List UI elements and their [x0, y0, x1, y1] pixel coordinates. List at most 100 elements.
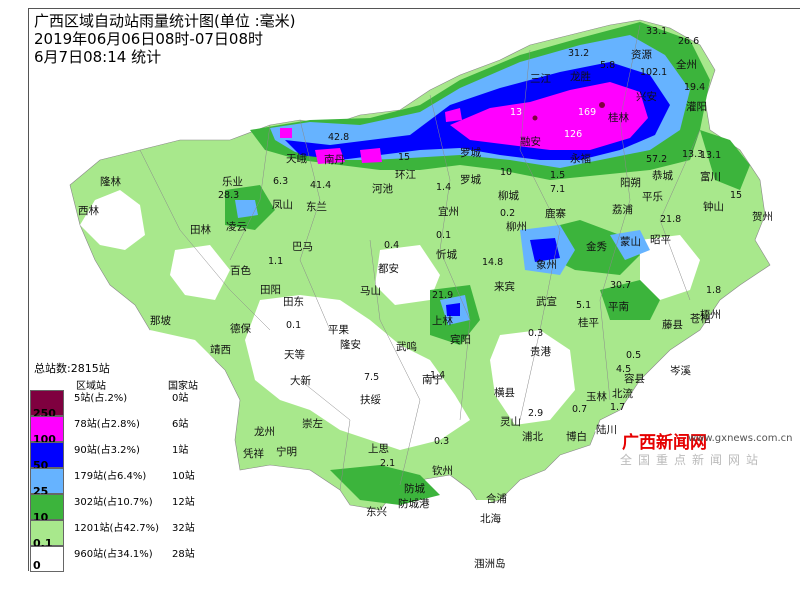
city-label: 上林 — [432, 314, 453, 327]
legend-national: 10站 — [172, 471, 195, 482]
city-label: 天等 — [284, 348, 305, 361]
legend-level: 10 — [33, 511, 49, 524]
city-label: 宁明 — [276, 445, 297, 458]
city-label: 灌阳 — [686, 101, 707, 113]
city-label: 钟山 — [703, 200, 724, 213]
city-label: 田阳 — [260, 284, 281, 296]
station-value: 15 — [398, 152, 410, 163]
legend-level: 0.1 — [33, 537, 53, 550]
station-value: 4.5 — [616, 364, 631, 375]
city-label: 北流 — [612, 387, 633, 400]
city-label: 乐业 — [222, 176, 243, 188]
city-label: 灵山 — [500, 416, 521, 428]
legend-national: 32站 — [172, 523, 195, 534]
city-label: 防城 — [404, 482, 425, 495]
legend-region: 1201站(占42.7%) — [74, 523, 160, 534]
station-value: 10 — [500, 167, 512, 178]
city-label: 扶绥 — [360, 393, 381, 406]
legend-total: 总站数:2815站 — [34, 362, 110, 375]
station-value: 0.1 — [286, 320, 301, 331]
legend-swatch — [30, 442, 64, 468]
city-label: 凤山 — [272, 199, 293, 211]
legend-region: 78站(占2.8%) — [74, 419, 140, 430]
station-value: 0.3 — [434, 436, 449, 447]
city-label: 陆川 — [596, 423, 617, 436]
city-label: 昭平 — [650, 234, 671, 246]
city-label: 南宁 — [422, 373, 443, 386]
no-rain-areas — [80, 190, 700, 525]
legend-col-national: 国家站 — [168, 381, 198, 392]
city-label: 贺州 — [752, 211, 773, 223]
station-value: 13 — [510, 107, 522, 118]
watermark-url: www.gxnews.com.cn — [688, 433, 793, 444]
city-label: 大新 — [290, 374, 311, 387]
legend-region: 90站(占3.2%) — [74, 445, 140, 456]
station-value: 1.1 — [268, 256, 283, 267]
station-value: 0.4 — [384, 240, 399, 251]
station-value: 0.7 — [572, 404, 587, 415]
city-label: 田东 — [283, 295, 304, 308]
city-label: 崇左 — [302, 417, 323, 430]
station-value: 1.4 — [436, 182, 451, 193]
city-label: 阳朔 — [620, 176, 641, 189]
city-label: 荔浦 — [612, 203, 633, 216]
station-value: 21.8 — [660, 214, 681, 225]
city-label: 天峨 — [286, 153, 307, 165]
city-label: 贵港 — [530, 345, 551, 358]
city-label: 东兴 — [366, 505, 387, 518]
legend-swatch — [30, 546, 64, 572]
city-label: 永福 — [570, 152, 591, 165]
city-label: 平果 — [328, 324, 349, 336]
rain-over-250 — [532, 102, 605, 121]
city-label: 玉林 — [586, 390, 607, 403]
station-value: 7.5 — [364, 372, 379, 383]
legend-national: 12站 — [172, 497, 195, 508]
station-value: 5.1 — [576, 300, 591, 311]
city-label: 横县 — [494, 386, 515, 399]
legend-swatch — [30, 390, 64, 416]
station-value: 2.1 — [380, 458, 395, 469]
title-line-2: 2019年06月06日08时-07日08时 — [34, 30, 264, 48]
legend-region: 960站(占34.1%) — [74, 549, 153, 560]
city-label: 蒙山 — [620, 235, 641, 248]
city-label: 梧州 — [700, 308, 721, 321]
city-label: 藤县 — [662, 319, 683, 331]
rain-100-250 — [280, 82, 648, 164]
city-label: 马山 — [360, 285, 381, 297]
city-label: 武宣 — [536, 295, 557, 308]
city-label: 环江 — [395, 169, 416, 181]
city-label: 西林 — [78, 204, 99, 217]
station-value: 42.8 — [328, 132, 349, 143]
city-label: 柳州 — [506, 220, 527, 233]
county-borders — [139, 24, 701, 491]
city-label: 上思 — [368, 443, 389, 455]
station-value: 5.8 — [600, 60, 615, 71]
city-label: 凌云 — [226, 220, 247, 233]
watermark-brand: 广西新闻网 — [622, 433, 707, 453]
station-value: 14.8 — [482, 257, 503, 268]
city-label: 资源 — [631, 48, 652, 61]
city-label: 宾阳 — [450, 333, 471, 346]
station-value: 0.2 — [500, 208, 515, 219]
city-label: 全州 — [676, 58, 697, 71]
city-label: 象州 — [536, 259, 557, 271]
watermark-slogan: 全国重点新闻网站 — [620, 453, 765, 467]
city-label: 隆林 — [100, 175, 121, 188]
city-label: 三江 — [530, 73, 551, 85]
station-value: 6.3 — [273, 176, 288, 187]
city-label: 靖西 — [210, 343, 231, 356]
legend-region: 5站(占.2%) — [74, 393, 128, 404]
city-label: 巴马 — [292, 241, 313, 253]
legend-swatch — [30, 468, 64, 494]
station-value: 0.3 — [528, 328, 543, 339]
station-value: 1.5 — [550, 170, 565, 181]
map-title: 广西区域自动站雨量统计图(单位 :毫米) 2019年06月06日08时-07日0… — [34, 12, 296, 66]
city-label: 浦北 — [522, 430, 543, 443]
city-label: 百色 — [230, 264, 251, 277]
city-label: 田林 — [190, 223, 211, 236]
city-label: 来宾 — [494, 280, 515, 293]
city-label: 桂平 — [578, 316, 599, 329]
city-label: 苍梧 — [690, 312, 711, 325]
legend-swatch — [30, 520, 64, 546]
legend-level: 50 — [33, 459, 49, 472]
